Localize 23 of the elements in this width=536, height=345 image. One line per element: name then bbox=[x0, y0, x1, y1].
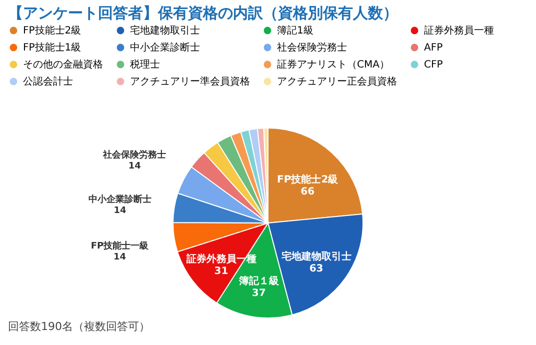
legend-label: アクチュアリー準会員資格 bbox=[130, 76, 250, 88]
text: 回答数190名（複数回答可） bbox=[8, 320, 150, 333]
legend-label: 証券外務員一種 bbox=[424, 24, 494, 37]
legend-label: 中小企業診断士 bbox=[130, 42, 200, 54]
legend-label: 宅地建物取引士 bbox=[130, 24, 200, 37]
legend-label: 税理士 bbox=[130, 58, 160, 70]
legend-label: 証券アナリスト（CMA） bbox=[277, 58, 390, 70]
legend-label: 簿記1級 bbox=[277, 24, 314, 37]
legend-label: 社会保険労務士 bbox=[277, 42, 347, 54]
legend-label: FP技能士1級 bbox=[23, 42, 82, 54]
data-label: FP技能士2級 66 bbox=[277, 173, 340, 198]
data-label: 宅地建物取引士 63 bbox=[281, 250, 352, 275]
data-label: FP技能士一級 14 bbox=[90, 240, 150, 263]
data-label: 簿記１級 37 bbox=[238, 275, 280, 300]
legend-label: 公認会計士 bbox=[23, 76, 73, 88]
data-label: 社会保険労務士 14 bbox=[102, 149, 166, 172]
legend-label: AFP bbox=[424, 42, 443, 54]
data-label: 中小企業診断士 14 bbox=[88, 194, 152, 216]
legend-label: その他の金融資格 bbox=[23, 58, 103, 70]
legend-label: アクチュアリー正会員資格 bbox=[277, 76, 397, 88]
legend-label: CFP bbox=[424, 60, 443, 70]
chart-title: 【アンケート回答者】保有資格の内訳（資格別保有人数） bbox=[8, 4, 398, 22]
legend-label: FP技能士2級 bbox=[23, 24, 82, 37]
